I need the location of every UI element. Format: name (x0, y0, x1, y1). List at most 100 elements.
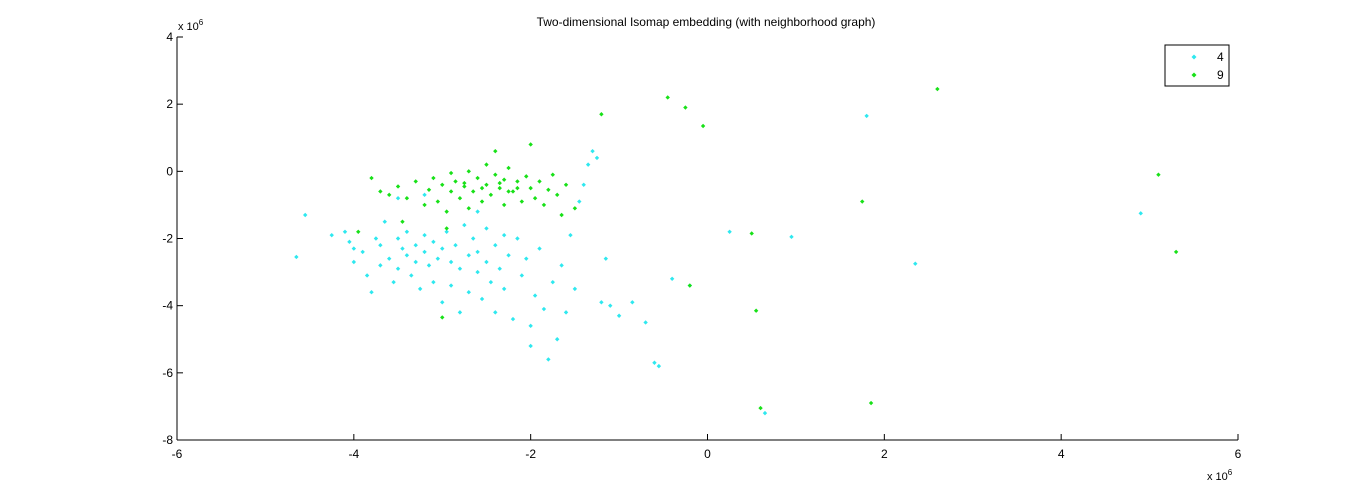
data-point (488, 279, 494, 285)
data-point (440, 246, 445, 251)
data-point (448, 259, 454, 265)
x-tick-label: 4 (1058, 447, 1065, 461)
data-point (532, 196, 538, 201)
y-scale-exponent: 6 (199, 18, 204, 27)
data-point (572, 206, 578, 211)
data-point (475, 249, 480, 255)
y-tick-label: 2 (166, 97, 173, 111)
data-point (475, 175, 480, 181)
data-point (1138, 211, 1143, 216)
data-point (422, 202, 427, 208)
data-point (563, 310, 569, 315)
data-point (550, 172, 555, 177)
y-axis-ticks: -8 -6 -4 -2 0 2 4 (162, 30, 183, 447)
x-tick-label: -2 (525, 447, 536, 461)
data-point (453, 179, 458, 184)
x-scale-exponent: 6 (1228, 468, 1233, 477)
data-point (329, 232, 334, 238)
data-point (426, 263, 432, 268)
data-point (683, 105, 688, 110)
data-point (603, 256, 609, 261)
data-point (652, 360, 657, 365)
data-point (656, 363, 662, 369)
data-point (440, 182, 445, 187)
data-point (493, 310, 498, 315)
data-point (382, 219, 387, 224)
data-point (590, 148, 595, 154)
data-point (448, 283, 454, 288)
data-point (559, 263, 564, 268)
data-point (868, 400, 874, 406)
data-point (378, 243, 383, 248)
data-point (378, 189, 383, 194)
data-point (515, 185, 520, 191)
series-1-points (294, 113, 1143, 416)
data-point (546, 357, 551, 362)
x-tick-label: 0 (704, 447, 711, 461)
data-point (506, 189, 511, 194)
data-point (400, 219, 405, 224)
legend-label-series-1: 4 (1217, 50, 1224, 64)
x-tick-label: 6 (1235, 447, 1242, 461)
data-point (444, 209, 449, 214)
data-point (515, 179, 520, 184)
data-point (506, 253, 511, 258)
data-point (497, 266, 502, 271)
data-point (422, 249, 427, 255)
y-scale-label: x 106 (178, 18, 204, 33)
data-point (510, 316, 516, 322)
legend-entry-series-1: 4 (1191, 50, 1224, 64)
data-point (431, 175, 436, 181)
data-point (608, 303, 613, 308)
data-point (864, 113, 869, 119)
data-point (528, 323, 533, 329)
data-point (753, 308, 759, 313)
data-point (484, 226, 489, 231)
data-point (585, 162, 591, 167)
data-point (501, 202, 507, 208)
data-point (395, 266, 401, 271)
y-scale-base: x 10 (178, 21, 199, 33)
data-point (479, 296, 485, 302)
y-tick-label: -6 (162, 366, 173, 380)
data-point (537, 246, 542, 251)
data-point (294, 254, 299, 260)
data-point (687, 283, 693, 288)
data-point (351, 259, 357, 265)
data-point (369, 290, 374, 295)
data-point (351, 246, 357, 251)
data-point (391, 279, 396, 285)
data-point (506, 165, 511, 171)
data-point (462, 180, 467, 186)
data-point (448, 189, 454, 194)
data-point (400, 246, 405, 251)
y-tick-label: 0 (166, 164, 173, 178)
data-point (435, 199, 441, 204)
data-point (577, 199, 582, 204)
data-point (484, 162, 489, 167)
data-point (528, 185, 533, 191)
data-point (665, 95, 670, 100)
data-point (395, 236, 401, 241)
data-point (488, 192, 494, 198)
data-point (457, 266, 463, 271)
data-point (501, 177, 507, 182)
y-tick-label: -8 (162, 433, 173, 447)
data-point (594, 155, 600, 161)
data-point (431, 239, 436, 245)
data-point (497, 185, 502, 191)
data-point (541, 306, 547, 312)
data-point (404, 229, 410, 234)
data-point (581, 182, 586, 187)
data-point (479, 185, 485, 191)
data-point (860, 199, 865, 204)
data-point (493, 172, 498, 177)
data-point (404, 253, 410, 258)
data-point (475, 209, 480, 214)
data-point (935, 86, 940, 92)
data-point (466, 253, 471, 258)
data-points (294, 86, 1179, 416)
x-tick-label: -6 (172, 447, 183, 461)
legend-entry-series-2: 9 (1191, 68, 1224, 82)
